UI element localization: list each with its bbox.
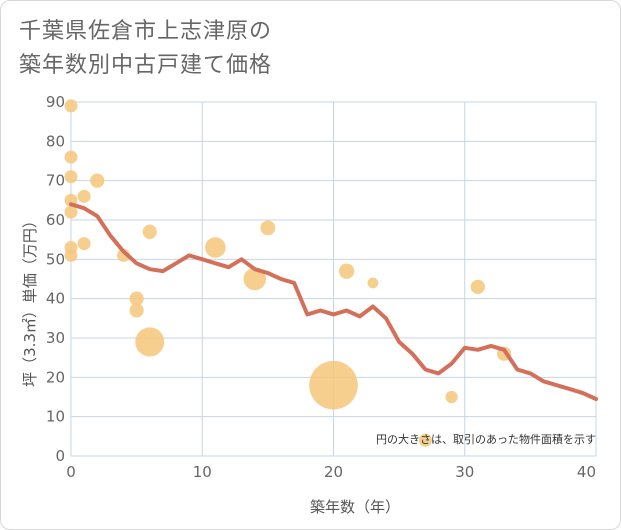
bubble-point-13	[142, 224, 157, 239]
y-tick-label-7: 70	[46, 172, 65, 190]
bubble-layer	[64, 99, 512, 447]
bubble-point-8	[77, 237, 91, 251]
tick-labels: 0 10 20 30 40 50 60 70 80 90 0 10 20 30 40	[46, 93, 596, 481]
bubble-point-20	[367, 277, 379, 289]
bubble-point-23	[470, 279, 485, 294]
chart-title-line1: 千葉県佐倉市上志津原の	[19, 19, 273, 44]
y-tick-label-0: 0	[55, 447, 65, 465]
bubble-point-14	[135, 327, 165, 357]
y-tick-label-2: 20	[46, 368, 65, 386]
bubble-point-0	[64, 99, 78, 113]
bubble-point-4	[64, 205, 78, 219]
x-axis-label: 築年数（年）	[310, 498, 400, 516]
bubble-point-17	[260, 220, 276, 236]
y-tick-label-8: 80	[46, 132, 65, 150]
y-tick-label-5: 50	[46, 250, 65, 268]
x-tick-label-4: 40	[577, 463, 596, 481]
bubble-point-22	[445, 390, 458, 404]
bubble-point-18	[309, 360, 358, 410]
bubble-size-note: 円の大きさは、取引のあった物件面積を示す	[376, 432, 596, 446]
trend-line	[69, 202, 598, 401]
x-tick-label-0: 0	[66, 463, 76, 481]
bubble-point-12	[129, 303, 144, 318]
bubble-point-19	[338, 263, 355, 279]
bubble-point-2	[64, 170, 78, 184]
bubble-point-11	[129, 291, 144, 306]
chart-title-line2: 築年数別中古戸建て価格	[19, 53, 273, 78]
x-tick-label-2: 20	[324, 463, 343, 481]
bubble-point-21	[418, 433, 432, 447]
trend-line-layer	[69, 202, 598, 401]
x-tick-label-3: 30	[455, 463, 474, 481]
bubble-point-1	[64, 150, 78, 164]
y-tick-label-6: 60	[46, 211, 65, 229]
chart-title: 千葉県佐倉市上志津原の 築年数別中古戸建て価格	[19, 15, 579, 83]
y-tick-label-9: 90	[46, 93, 65, 111]
bubble-point-6	[64, 248, 78, 262]
y-axis-label: 坪（3.3㎡）単価（万円）	[21, 213, 39, 387]
y-tick-label-1: 10	[46, 408, 65, 426]
bubble-point-16	[243, 267, 267, 291]
y-tick-label-4: 40	[46, 290, 65, 308]
bubble-point-7	[77, 189, 91, 203]
bubble-point-9	[90, 173, 105, 188]
bubble-point-15	[205, 237, 226, 258]
x-tick-label-1: 10	[193, 463, 212, 481]
y-tick-label-3: 30	[46, 329, 65, 347]
